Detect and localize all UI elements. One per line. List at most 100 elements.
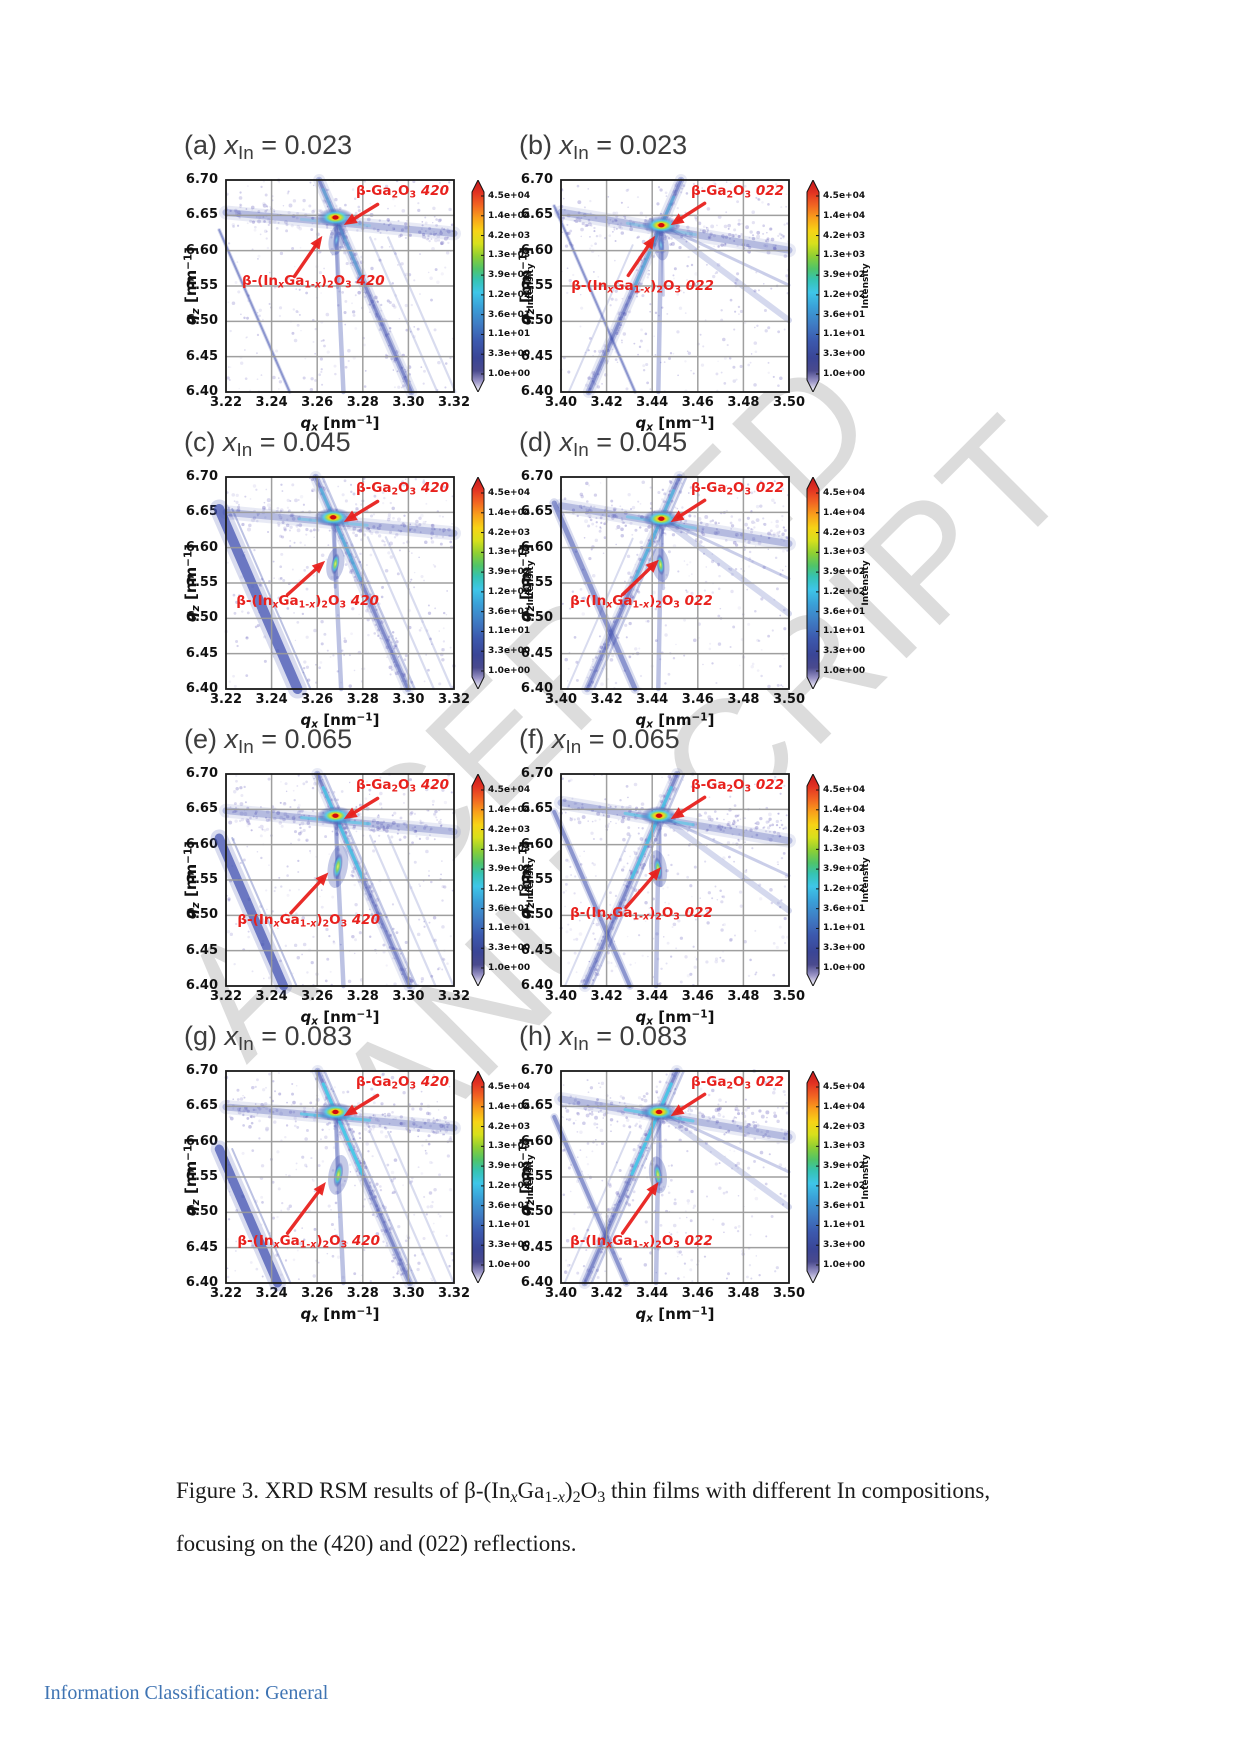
x-tick-label: 3.40 <box>544 1286 578 1301</box>
x-tick-label: 3.26 <box>301 692 334 707</box>
y-tick-label: 6.60 <box>520 539 553 555</box>
colorbar-tick-label: 3.3e+00 <box>488 646 531 657</box>
x-axis-label: qx [nm−1] <box>300 711 380 731</box>
colorbar-tick-label: 3.6e+01 <box>488 903 531 914</box>
x-axis-label: qx [nm−1] <box>635 1305 715 1325</box>
x-tick-label: 3.28 <box>346 1286 379 1301</box>
y-tick-label: 6.60 <box>185 1133 218 1149</box>
y-tick-label: 6.55 <box>520 575 553 590</box>
rsm-panel-c: (c) xIn = 0.045 qz [nm−1] 6.70 6.65 6.60 6.55… <box>168 427 540 731</box>
rsm-panel-b: (b) xIn = 0.023 qz [nm−1] 6.70 6.65 6.60 6.55… <box>503 130 875 434</box>
rsm-panel-e: (e) xIn = 0.065 qz [nm−1] 6.70 6.65 6.60 6.55… <box>168 724 540 1028</box>
y-tick-label: 6.50 <box>185 610 218 626</box>
annotation-ingao3-022: β-(InxGa1-x)2O3 022 <box>570 593 713 611</box>
colorbar-tick-label: 3.6e+01 <box>823 606 866 617</box>
x-tick-label: 3.46 <box>681 989 714 1004</box>
annotation-ingao3-420: β-(InxGa1-x)2O3 420 <box>236 593 379 611</box>
rsm-plot-c <box>209 471 461 699</box>
x-tick-label: 3.26 <box>301 395 334 410</box>
panel-title-d: (d) xIn = 0.045 <box>519 427 688 461</box>
y-tick-label: 6.45 <box>520 645 553 661</box>
x-tick-label: 3.50 <box>772 692 806 707</box>
colorbar-tick-label: 1.1e+01 <box>488 626 531 637</box>
y-tick-label: 6.50 <box>185 907 218 923</box>
x-axis-label: qx [nm−1] <box>300 414 380 434</box>
x-tick-label: 3.24 <box>255 989 288 1004</box>
y-tick-label: 6.50 <box>520 610 553 626</box>
y-tick-label: 6.45 <box>520 348 553 364</box>
colorbar-tick-label: 4.2e+03 <box>823 230 866 241</box>
x-tick-label: 3.24 <box>255 692 288 707</box>
colorbar-tick-label: 1.3e+03 <box>823 1141 866 1152</box>
colorbar-tick-label: 1.4e+04 <box>823 507 866 518</box>
caption-line2: focusing on the (420) and (022) reflecti… <box>176 1530 577 1556</box>
x-tick-label: 3.44 <box>636 692 669 707</box>
y-tick-label: 6.65 <box>185 1098 218 1114</box>
x-tick-label: 3.26 <box>301 989 334 1004</box>
y-tick-label: 6.65 <box>520 801 553 817</box>
x-tick-label: 3.48 <box>727 395 760 410</box>
colorbar-tick-label: 1.4e+04 <box>488 507 531 518</box>
panel-title-f: (f) xIn = 0.065 <box>519 724 680 758</box>
y-tick-label: 6.45 <box>185 645 218 661</box>
annotation-ingao3-022: β-(InxGa1-x)2O3 022 <box>570 904 713 923</box>
colorbar-tick-label: 1.1e+01 <box>823 329 866 340</box>
panel-title-h: (h) xIn = 0.083 <box>519 1021 688 1055</box>
colorbar-tick-label: 1.2e+02 <box>488 586 531 597</box>
colorbar-tick-label: 1.0e+00 <box>823 369 866 379</box>
x-axis-label: qx [nm−1] <box>300 1008 380 1028</box>
intensity-colorbar <box>806 477 820 689</box>
colorbar-tick-label: 4.2e+03 <box>823 824 866 835</box>
colorbar-intensity-label: Intensity <box>861 857 871 903</box>
colorbar-tick-label: 1.1e+01 <box>488 329 531 340</box>
colorbar-tick-label: 3.9e+02 <box>488 270 531 281</box>
y-tick-label: 6.55 <box>185 575 218 590</box>
colorbar-tick-label: 1.2e+02 <box>823 883 866 894</box>
colorbar-tick-label: 1.4e+04 <box>488 1101 531 1112</box>
colorbar-tick-label: 1.2e+02 <box>488 1180 531 1191</box>
y-tick-label: 6.65 <box>520 504 553 520</box>
colorbar-tick-label: 1.0e+00 <box>488 369 531 379</box>
panel-title-b: (b) xIn = 0.023 <box>519 130 688 164</box>
y-tick-label: 6.65 <box>185 504 218 520</box>
colorbar-tick-label: 1.1e+01 <box>823 1220 866 1231</box>
intensity-colorbar <box>806 1071 820 1283</box>
x-tick-label: 3.44 <box>636 1286 669 1301</box>
annotation-ga2o3-022: β-Ga2O3 022 <box>691 1074 784 1092</box>
rsm-plot-e <box>210 768 461 995</box>
colorbar-tick-label: 1.0e+00 <box>488 666 531 676</box>
x-tick-label: 3.22 <box>209 1286 243 1301</box>
x-tick-label: 3.30 <box>392 1286 425 1301</box>
x-tick-label: 3.32 <box>437 989 471 1004</box>
colorbar-tick-label: 3.6e+01 <box>488 606 531 617</box>
colorbar-tick-label: 1.0e+00 <box>823 963 866 973</box>
y-tick-label: 6.70 <box>520 469 553 484</box>
rsm-panel-g: (g) xIn = 0.083 qz [nm−1] 6.70 6.65 6.60 6.55… <box>168 1021 540 1325</box>
x-tick-label: 3.40 <box>544 989 578 1004</box>
x-tick-label: 3.44 <box>636 395 669 410</box>
colorbar-tick-label: 3.6e+01 <box>823 309 866 320</box>
colorbar-tick-label: 1.3e+03 <box>823 844 866 855</box>
colorbar-tick-label: 1.4e+04 <box>823 804 866 815</box>
colorbar-tick-label: 4.5e+04 <box>488 1082 531 1092</box>
x-tick-label: 3.48 <box>727 692 760 707</box>
rsm-plot-d <box>549 471 796 695</box>
y-tick-label: 6.50 <box>520 313 553 329</box>
x-tick-label: 3.30 <box>392 395 425 410</box>
panel-title-a: (a) xIn = 0.023 <box>184 130 353 164</box>
x-tick-label: 3.32 <box>437 395 471 410</box>
colorbar-tick-label: 3.9e+02 <box>488 567 531 578</box>
x-tick-label: 3.24 <box>255 1286 288 1301</box>
colorbar-tick-label: 3.9e+02 <box>823 1161 866 1172</box>
y-tick-label: 6.70 <box>185 1063 218 1078</box>
y-tick-label: 6.55 <box>185 1169 218 1184</box>
y-tick-label: 6.55 <box>185 872 218 887</box>
annotation-ingao3-420: β-(InxGa1-x)2O3 420 <box>237 1232 381 1250</box>
colorbar-tick-label: 1.2e+02 <box>488 883 531 894</box>
colorbar-tick-label: 4.5e+04 <box>488 191 531 201</box>
x-tick-label: 3.46 <box>681 692 714 707</box>
annotation-ingao3-022: β-(InxGa1-x)2O3 022 <box>571 278 714 296</box>
colorbar-tick-label: 1.1e+01 <box>488 1220 531 1231</box>
classification-footer: Information Classification: General <box>44 1682 329 1704</box>
colorbar-tick-label: 3.9e+02 <box>823 864 866 875</box>
